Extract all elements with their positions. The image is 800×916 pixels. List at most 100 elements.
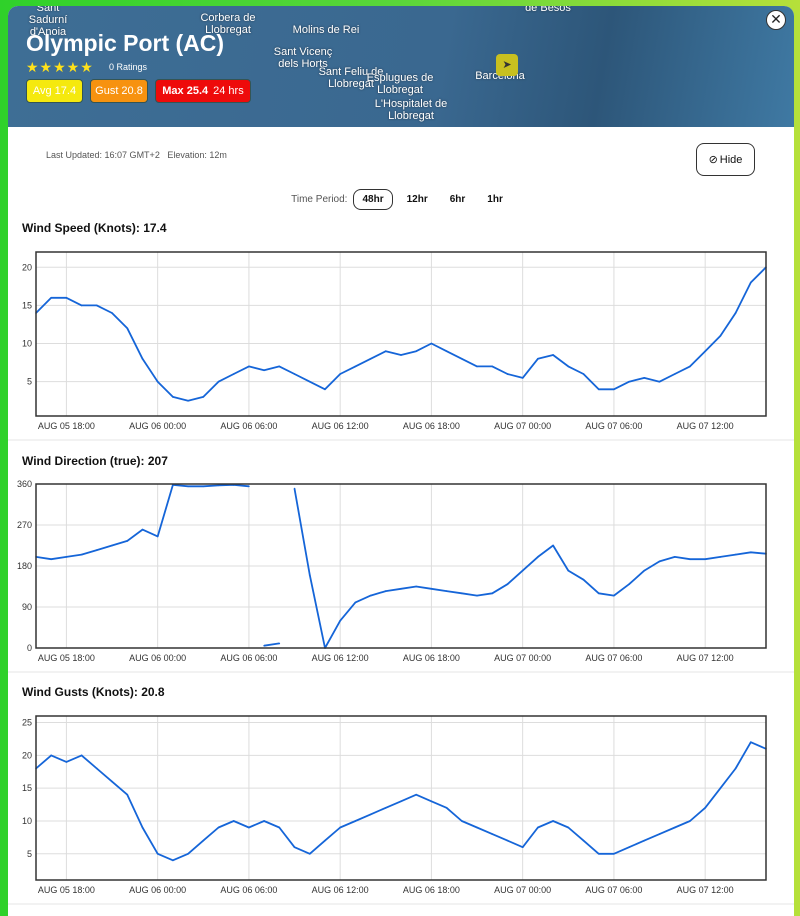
data-point — [445, 807, 448, 809]
data-point — [141, 357, 144, 360]
data-point — [552, 820, 554, 822]
data-point — [172, 396, 174, 398]
x-tick-label: AUG 06 06:00 — [220, 885, 277, 895]
ratings-count: 0 Ratings — [109, 62, 148, 72]
data-point — [613, 852, 615, 855]
plot-frame — [35, 483, 767, 649]
data-point — [248, 485, 250, 488]
data-point — [96, 549, 98, 551]
data-point — [50, 296, 53, 299]
station-panel: Sant Sadurní d'Anoia Corbera de Llobrega… — [8, 6, 794, 916]
y-tick-label: 270 — [17, 520, 32, 530]
data-point — [187, 852, 189, 855]
period-48hr[interactable]: 48hr — [353, 189, 393, 210]
data-point — [126, 327, 129, 330]
data-point — [80, 754, 83, 757]
data-point — [278, 642, 281, 645]
location-marker-icon[interactable]: ➤ — [496, 54, 518, 76]
data-point — [567, 826, 570, 829]
data-point — [96, 304, 98, 307]
star-rating[interactable]: ★★★★★ — [26, 59, 94, 75]
wind-direction-chart: 0 90 180 270 360 AUG 05 18:00 AUG 06 00:00 AUG … — [8, 479, 794, 673]
data-point — [506, 373, 509, 375]
data-point — [384, 350, 387, 352]
data-point — [293, 373, 296, 375]
x-tick-label: AUG 07 06:00 — [585, 653, 642, 663]
close-button[interactable]: ✕ — [766, 10, 786, 30]
data-point — [400, 354, 402, 356]
period-6hr[interactable]: 6hr — [449, 194, 466, 205]
data-point — [217, 380, 220, 383]
hide-button[interactable]: ⊘ Hide — [696, 143, 755, 176]
data-point — [308, 380, 311, 383]
data-point — [613, 594, 615, 597]
data-point — [704, 350, 706, 352]
map-label: Sant Vicenç dels Horts — [273, 46, 333, 70]
data-point — [217, 826, 220, 829]
gust-badge: Gust 20.8 — [90, 79, 148, 103]
data-point — [324, 839, 326, 842]
map-label: Esplugues de Llobregat — [366, 72, 434, 96]
data-point — [461, 820, 463, 822]
data-point — [689, 558, 691, 560]
y-tick-label: 20 — [22, 262, 32, 272]
data-point — [126, 793, 129, 796]
map-label: Sant Sadurní d'Anoia — [28, 6, 68, 38]
data-point — [628, 846, 630, 848]
time-period-label: Time Period: — [291, 194, 348, 205]
data-point — [658, 380, 661, 383]
data-point — [734, 553, 737, 556]
data-point — [141, 528, 144, 531]
data-point — [369, 357, 372, 360]
period-12hr[interactable]: 12hr — [406, 194, 428, 205]
data-point — [597, 592, 600, 595]
data-point — [156, 380, 159, 383]
data-point — [552, 354, 554, 356]
period-1hr[interactable]: 1hr — [487, 194, 503, 205]
y-tick-label: 15 — [22, 783, 32, 793]
data-point — [461, 592, 463, 595]
data-point — [415, 585, 418, 588]
data-point — [308, 852, 311, 855]
data-point — [111, 312, 113, 314]
wind-gusts-title: Wind Gusts (Knots): 20.8 — [22, 685, 165, 699]
data-point — [658, 560, 661, 563]
y-tick-label: 15 — [22, 300, 32, 310]
map-label: de Besòs — [525, 6, 571, 14]
max-text: Max 25.4 — [162, 85, 209, 97]
data-series-line — [35, 266, 767, 402]
plot-frame — [35, 251, 767, 417]
y-tick-label: 180 — [17, 561, 32, 571]
data-point — [339, 619, 341, 622]
data-point — [65, 556, 68, 558]
data-point — [521, 377, 524, 379]
data-point — [263, 369, 265, 372]
data-point — [430, 800, 433, 803]
eye-off-icon: ⊘ — [708, 154, 718, 166]
data-point — [537, 357, 539, 360]
data-point — [354, 601, 357, 604]
wind-speed-chart: 5 10 15 20 AUG 05 18:00 AUG 06 00:00 AUG 06 06… — [8, 251, 794, 441]
data-point — [658, 833, 661, 835]
x-tick-label: AUG 06 06:00 — [220, 653, 277, 663]
data-point — [430, 342, 433, 345]
data-point — [293, 487, 296, 490]
data-point — [734, 312, 737, 314]
data-point — [65, 761, 68, 763]
x-tick-label: AUG 06 00:00 — [129, 421, 186, 431]
data-point — [704, 558, 706, 560]
y-tick-label: 90 — [22, 602, 32, 612]
data-point — [506, 583, 509, 586]
data-point — [628, 583, 630, 586]
data-point — [552, 544, 554, 547]
x-tick-label: AUG 07 06:00 — [585, 885, 642, 895]
data-point — [415, 793, 418, 796]
data-point — [217, 484, 220, 487]
data-point — [734, 767, 737, 770]
x-tick-label: AUG 06 12:00 — [312, 421, 369, 431]
data-point — [673, 826, 676, 829]
data-point — [613, 388, 615, 391]
data-point — [384, 590, 387, 592]
data-point — [80, 304, 83, 307]
map-header[interactable]: Sant Sadurní d'Anoia Corbera de Llobrega… — [8, 6, 794, 127]
